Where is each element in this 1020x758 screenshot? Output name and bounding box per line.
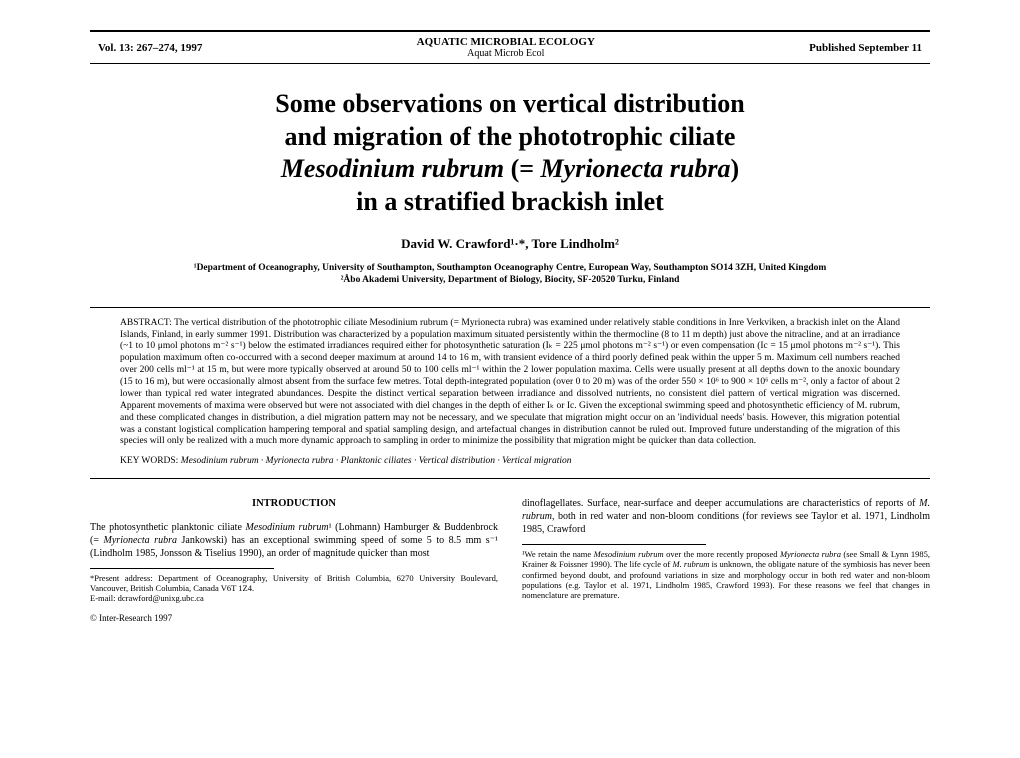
title-species-2: Myrionecta rubra xyxy=(541,154,731,183)
title-line-2: and migration of the phototrophic ciliat… xyxy=(285,122,736,151)
col2-text-1: dinoflagellates. Surface, near-surface a… xyxy=(522,498,919,509)
footnote-right: ¹We retain the name Mesodinium rubrum ov… xyxy=(522,549,930,600)
authors: David W. Crawford¹·*, Tore Lindholm² xyxy=(90,236,930,252)
affiliation-1: ¹Department of Oceanography, University … xyxy=(130,262,890,274)
footnote-separator-left xyxy=(90,568,274,569)
journal-name: AQUATIC MICROBIAL ECOLOGY xyxy=(417,36,595,48)
title-paren-open: (= xyxy=(504,154,540,183)
footnote-left: *Present address: Department of Oceanogr… xyxy=(90,573,498,604)
affiliations: ¹Department of Oceanography, University … xyxy=(90,262,930,287)
intro-paragraph: The photosynthetic planktonic ciliate Me… xyxy=(90,521,498,560)
footnote-separator-right xyxy=(522,544,706,545)
publish-date: Published September 11 xyxy=(809,42,922,54)
volume-info: Vol. 13: 267–274, 1997 xyxy=(98,42,202,54)
title-species-1: Mesodinium rubrum xyxy=(281,154,504,183)
keywords-body: Mesodinium rubrum · Myrionecta rubra · P… xyxy=(178,456,571,466)
intro-text-1: The photosynthetic planktonic ciliate xyxy=(90,522,246,533)
keywords: KEY WORDS: Mesodinium rubrum · Myrionect… xyxy=(120,456,900,468)
intro-species-2: Myrionecta rubra xyxy=(104,535,177,546)
keywords-label: KEY WORDS: xyxy=(120,456,178,466)
present-address: *Present address: Department of Oceanogr… xyxy=(90,573,498,593)
abstract-body: The vertical distribution of the phototr… xyxy=(120,318,900,447)
fn-r-3: over the more recently proposed xyxy=(664,549,780,559)
affiliation-2: ²Åbo Akademi University, Department of B… xyxy=(130,274,890,286)
title-paren-close: ) xyxy=(731,154,740,183)
intro-species-1: Mesodinium rubrum xyxy=(246,522,329,533)
title-line-1: Some observations on vertical distributi… xyxy=(275,89,744,118)
author-email: E-mail: dcrawford@unixg.ubc.ca xyxy=(90,593,204,603)
copyright: © Inter-Research 1997 xyxy=(90,613,498,625)
fn-r-2: Mesodinium rubrum xyxy=(594,549,664,559)
journal-abbrev: Aquat Microb Ecol xyxy=(417,48,595,59)
fn-r-6: M. rubrum xyxy=(672,559,709,569)
column-right: dinoflagellates. Surface, near-surface a… xyxy=(522,497,930,625)
abstract-label: ABSTRACT: xyxy=(120,318,172,328)
column-left: INTRODUCTION The photosynthetic plankton… xyxy=(90,497,498,625)
fn-r-1: ¹We retain the name xyxy=(522,549,594,559)
col2-paragraph: dinoflagellates. Surface, near-surface a… xyxy=(522,497,930,536)
abstract-text: ABSTRACT: The vertical distribution of t… xyxy=(120,318,900,449)
journal-name-block: AQUATIC MICROBIAL ECOLOGY Aquat Microb E… xyxy=(417,36,595,59)
title-line-4: in a stratified brackish inlet xyxy=(356,187,664,216)
article-title: Some observations on vertical distributi… xyxy=(90,88,930,218)
abstract-block: ABSTRACT: The vertical distribution of t… xyxy=(90,307,930,480)
body-columns: INTRODUCTION The photosynthetic plankton… xyxy=(90,497,930,625)
fn-r-4: Myrionecta rubra xyxy=(780,549,841,559)
introduction-heading: INTRODUCTION xyxy=(90,497,498,511)
col2-text-2: , both in red water and non-bloom condit… xyxy=(522,511,930,535)
journal-header: Vol. 13: 267–274, 1997 AQUATIC MICROBIAL… xyxy=(90,30,930,64)
